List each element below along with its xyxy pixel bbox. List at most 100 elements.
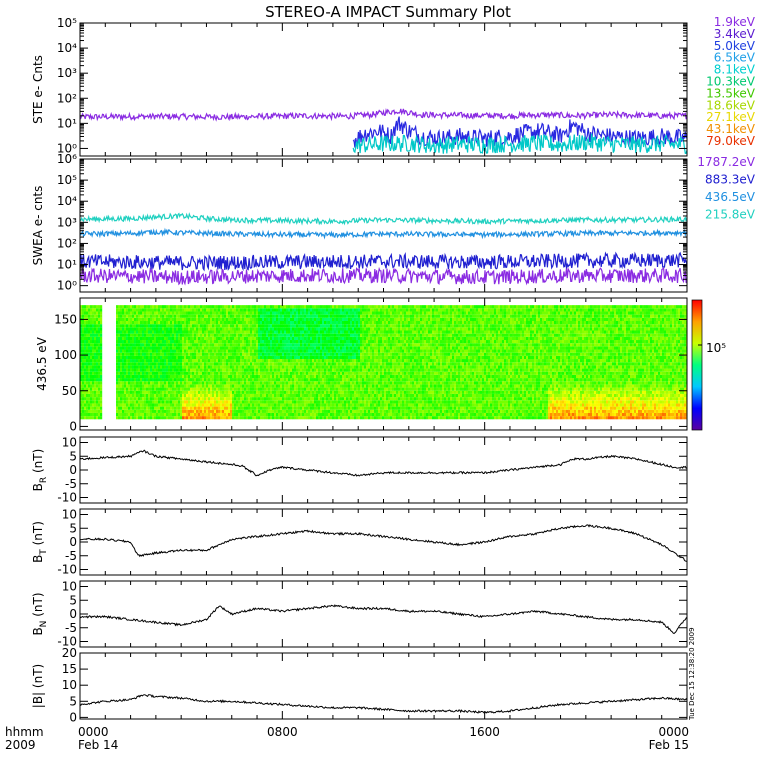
ste-legend-entry: 1.9keV [714, 15, 756, 29]
ste-ytick-label: 10³ [57, 66, 77, 80]
x-tick-label: 0800 [267, 725, 298, 739]
plot-title: STEREO-A IMPACT Summary Plot [265, 3, 511, 21]
swea-legend-entry: 1787.2eV [697, 155, 755, 169]
br-ylabel: BR (nT) [31, 449, 49, 492]
ste-legend-entry: 8.1keV [714, 63, 756, 77]
swea-ytick-label: 10⁰ [57, 279, 77, 293]
swea-series-0 [80, 212, 687, 226]
bmag-ylabel: |B| (nT) [31, 664, 45, 708]
ste-legend-entry: 79.0keV [706, 134, 756, 148]
timestamp-stamp: Tue Dec 15 12:38:20 2009 [688, 627, 696, 721]
ste-ytick-label: 10¹ [57, 116, 77, 130]
swea-panel: 10⁰ 10¹ 10² 10³ 10⁴ 10⁵ 10⁶ SWEA e- cnts 1787.2e… [31, 152, 756, 293]
swea-data [80, 212, 687, 286]
swea-ytick-label: 10² [57, 236, 77, 250]
swea-ytick-label: 10⁵ [57, 173, 77, 187]
br-data [80, 449, 687, 477]
swea-legend-entry: 436.5eV [705, 190, 756, 204]
ste-series-0 [80, 108, 687, 122]
pad-ytick-label: 50 [62, 384, 77, 398]
ste-ytick-label: 10² [57, 91, 77, 105]
bmag-ytick-label: 5 [69, 694, 77, 708]
ste-legend-entry: 27.1keV [706, 110, 756, 124]
bn-series-0 [80, 604, 687, 635]
swea-ytick-label: 10¹ [57, 258, 77, 272]
colorbar-tick-label: 10⁵ [706, 341, 726, 355]
bmag-panel: 0 5 10 15 20 |B| (nT) [31, 646, 688, 724]
bt-ytick-label: -10 [57, 563, 77, 577]
swea-series-1 [80, 227, 687, 240]
br-frame [79, 436, 688, 504]
x-tick-label: 0000 [658, 725, 689, 739]
swea-legend: 1787.2eV 883.3eV 436.5eV 215.8eV [697, 155, 755, 222]
swea-series-2 [80, 251, 687, 272]
ste-ytick-label: 10⁰ [57, 141, 77, 155]
ste-ylabel: STE e- Cnts [31, 55, 45, 124]
swea-legend-entry: 215.8eV [705, 208, 756, 222]
pad-data [80, 305, 687, 420]
ste-legend-entry: 6.5keV [714, 51, 756, 65]
ste-legend: 1.9keV3.4keV5.0keV6.5keV8.1keV10.3keV13.… [706, 15, 756, 148]
pad-ytick-label: 150 [54, 312, 77, 326]
swea-legend-entry: 883.3eV [705, 173, 756, 187]
bt-ylabel: BT (nT) [31, 521, 49, 563]
ste-legend-entry: 5.0keV [714, 39, 756, 53]
swea-ytick-label: 10³ [57, 215, 77, 229]
bmag-series-0 [80, 694, 687, 714]
br-series-0 [80, 449, 687, 477]
pad-ytick-label: 100 [54, 348, 77, 362]
colorbar: 10⁵ [691, 299, 726, 431]
ste-data [80, 108, 687, 155]
bt-frame [79, 508, 688, 576]
bmag-ytick-label: 0 [69, 710, 77, 724]
ste-legend-entry: 10.3keV [706, 75, 756, 89]
ste-ytick-label: 10⁴ [57, 41, 77, 55]
bn-ytick-label: -5 [65, 621, 77, 635]
x-row2-label: 2009 [5, 738, 36, 752]
br-ytick-label: 0 [69, 463, 77, 477]
bn-ytick-label: 5 [69, 593, 77, 607]
pad-ylabel: 436.5 eV [35, 336, 49, 391]
ste-legend-entry: 18.6keV [706, 98, 756, 112]
swea-ytick-label: 10⁴ [57, 194, 77, 208]
x-tick-label: 1600 [469, 725, 500, 739]
x-tick-label: 0000 [78, 725, 109, 739]
bmag-data [80, 694, 687, 714]
br-ytick-label: -10 [57, 491, 77, 505]
bt-ytick-label: 5 [69, 521, 77, 535]
bt-ytick-label: 10 [62, 508, 77, 522]
bt-data [80, 524, 687, 562]
x-tick-date: Feb 14 [78, 738, 118, 752]
bn-data [80, 604, 687, 635]
br-ytick-label: 5 [69, 449, 77, 463]
bt-ytick-label: -5 [65, 549, 77, 563]
swea-ytick-label: 10⁶ [57, 152, 77, 166]
ste-panel: 10⁰ 10¹ 10² 10³ 10⁴ 10⁵ STE e- Cnts 1.9keV3.4ke… [31, 15, 756, 157]
x-row1-label: hhmm [5, 725, 44, 739]
bt-ytick-label: 0 [69, 535, 77, 549]
pad-panel: 0 50 100 150 436.5 eV 10⁵ [35, 297, 726, 433]
ste-series-2 [352, 133, 687, 155]
bn-ytick-label: -10 [57, 635, 77, 649]
bn-ylabel: BN (nT) [31, 592, 49, 635]
bn-ytick-label: 10 [62, 580, 77, 594]
swea-series-3 [80, 266, 687, 286]
swea-ylabel: SWEA e- cnts [31, 186, 45, 266]
panels: 10⁰ 10¹ 10² 10³ 10⁴ 10⁵ STE e- Cnts 1.9keV3.4ke… [31, 15, 756, 724]
bt-series-0 [80, 524, 687, 562]
bmag-ytick-label: 20 [62, 646, 77, 660]
br-ytick-label: -5 [65, 477, 77, 491]
x-tick-date: Feb 15 [649, 738, 689, 752]
pad-ytick-label: 0 [69, 419, 77, 433]
ste-legend-entry: 43.1keV [706, 122, 756, 136]
ste-legend-entry: 3.4keV [714, 27, 756, 41]
br-ytick-label: 10 [62, 436, 77, 450]
bmag-ytick-label: 15 [62, 662, 77, 676]
bmag-ytick-label: 10 [62, 678, 77, 692]
bn-frame [79, 580, 688, 648]
